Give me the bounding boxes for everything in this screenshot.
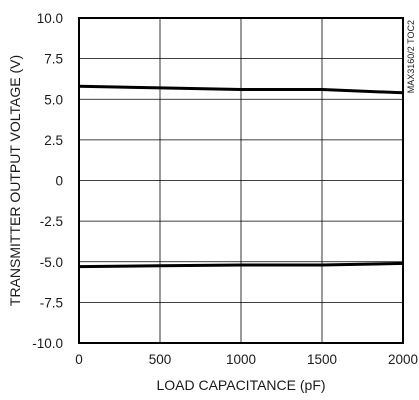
y-tick-label: 0	[55, 174, 63, 189]
x-tick-label: 1500	[307, 352, 337, 367]
x-axis-label: LOAD CAPACITANCE (pF)	[156, 377, 325, 393]
y-axis-label: TRANSMITTER OUTPUT VOLTAGE (V)	[7, 55, 23, 306]
grid	[78, 17, 404, 344]
x-tick-label: 500	[149, 352, 172, 367]
y-tick-label: -10.0	[32, 336, 63, 351]
y-tick-label: 7.5	[44, 52, 63, 67]
x-tick-label: 2000	[388, 352, 418, 367]
y-tick-label: 5.0	[44, 92, 63, 107]
y-tick-label: 2.5	[44, 133, 63, 148]
x-tick-label: 1000	[226, 352, 256, 367]
series-lines	[78, 84, 404, 269]
y-tick-label: -5.0	[40, 255, 63, 270]
y-tick-label: -7.5	[40, 295, 63, 310]
y-tick-label: 10.0	[37, 11, 63, 26]
y-tick-label: -2.5	[40, 214, 63, 229]
plot-frame	[78, 17, 404, 344]
y-tick-labels: 10.0 7.5 5.0 2.5 0 -2.5 -5.0 -7.5 -10.0	[32, 11, 63, 351]
x-tick-labels: 0 500 1000 1500 2000	[75, 352, 418, 367]
series-line-1	[78, 84, 404, 95]
x-tick-label: 0	[75, 352, 83, 367]
series-line-2	[78, 261, 404, 269]
figure-code-label: MAX3160/2 TOC2	[406, 20, 416, 93]
